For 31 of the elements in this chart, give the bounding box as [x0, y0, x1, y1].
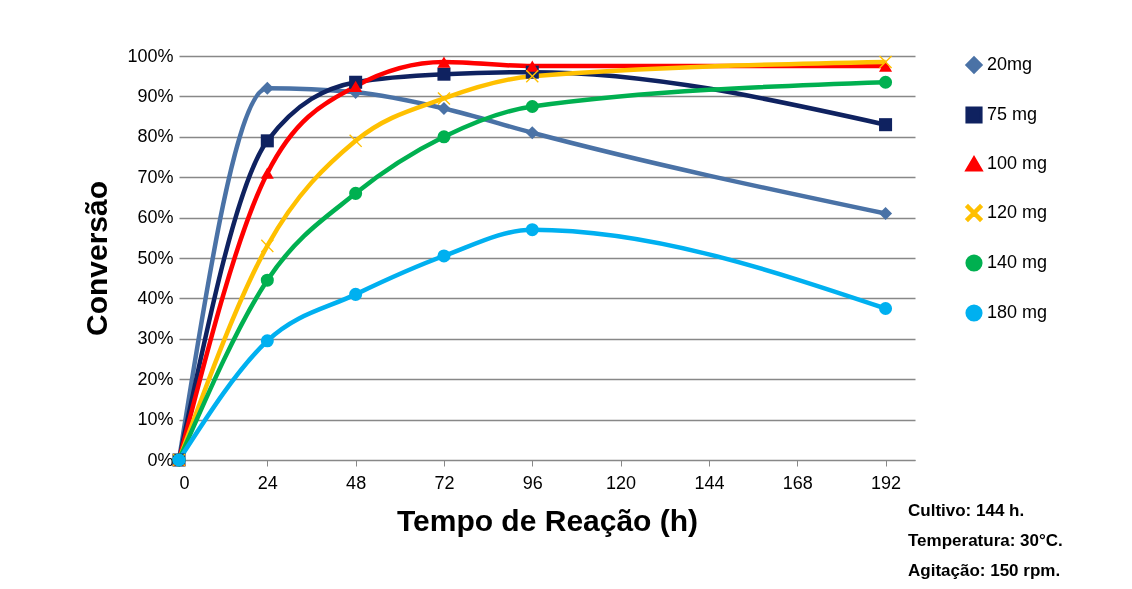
y-tick-label: 60% [137, 207, 174, 228]
x-tick-label: 24 [257, 472, 278, 493]
x-tick-label: 96 [522, 472, 543, 493]
y-tick-label: 100% [127, 45, 174, 66]
legend-label: 100 mg [987, 153, 1048, 173]
y-tick-label: 20% [137, 368, 174, 389]
x-tick-label: 192 [871, 472, 902, 493]
y-tick-label: 90% [137, 85, 174, 106]
text: Agitação: 150 rpm. [908, 560, 1062, 582]
legend-label: 20mg [987, 54, 1033, 74]
x-axis-title: Tempo de Reação (h) [396, 503, 699, 537]
x-tick-label: 168 [782, 472, 813, 493]
y-tick-label: 50% [137, 247, 174, 268]
y-tick-label: 10% [137, 409, 174, 430]
y-tick-label: 70% [137, 166, 174, 187]
text: Temperatura: 30°C. [908, 530, 1063, 552]
x-tick-label: 144 [694, 472, 725, 493]
x-tick-label: 120 [606, 472, 637, 493]
y-tick-label: 30% [137, 328, 174, 349]
y-axis-title: Conversão [80, 180, 114, 337]
x-tick-label: 72 [434, 472, 455, 493]
text: Cultivo: 144 h. [908, 500, 1026, 522]
x-tick-label: 48 [346, 472, 367, 493]
legend-label: 120 mg [987, 202, 1048, 222]
y-tick-label: 0% [147, 449, 174, 470]
legend-label: 180 mg [987, 302, 1048, 322]
legend-label: 75 mg [987, 104, 1038, 124]
y-tick-label: 80% [137, 126, 174, 147]
x-tick-label: 0 [179, 472, 190, 493]
legend-label: 140 mg [987, 252, 1048, 272]
y-tick-label: 40% [137, 287, 174, 308]
